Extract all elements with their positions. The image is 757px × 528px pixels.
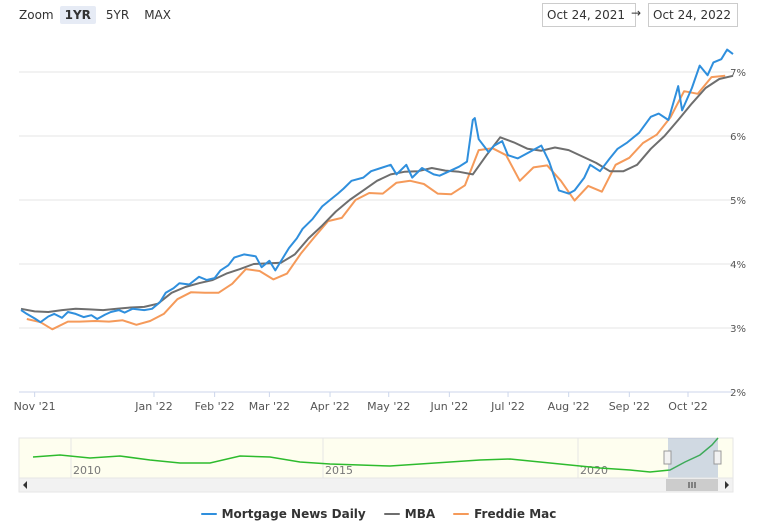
x-tick-label: Aug '22 xyxy=(548,400,590,413)
navigator-scrollbar[interactable] xyxy=(18,477,734,493)
zoom-label: Zoom xyxy=(19,8,54,22)
range-to-input[interactable]: Oct 24, 2022 xyxy=(648,3,738,27)
y-tick-label: 7% xyxy=(730,68,746,79)
legend-item-freddie[interactable]: Freddie Mac xyxy=(453,507,556,521)
range-arrow: → xyxy=(631,6,642,20)
chart-grid xyxy=(19,71,733,393)
x-tick-label: Oct '22 xyxy=(668,400,708,413)
x-tick-label: Jan '22 xyxy=(134,400,172,413)
y-axis-ticks: 2% 3% 4% 5% 6% 7% xyxy=(730,68,746,399)
navigator[interactable]: 2010 2015 2020 xyxy=(18,437,734,493)
scroll-left-icon[interactable] xyxy=(23,481,27,489)
x-axis-ticks: Nov '21 Jan '22 Feb '22 Mar '22 Apr '22 May '… xyxy=(14,392,708,413)
legend-item-mnd[interactable]: Mortgage News Daily xyxy=(200,507,366,521)
x-tick-label: Apr '22 xyxy=(310,400,350,413)
scroll-right-icon[interactable] xyxy=(725,481,729,489)
zoom-max-button[interactable]: MAX xyxy=(144,8,171,22)
legend-label-mnd: Mortgage News Daily xyxy=(221,507,366,521)
navigator-year-label: 2010 xyxy=(73,464,101,477)
x-tick-label: Feb '22 xyxy=(195,400,235,413)
chart-series xyxy=(20,48,734,331)
x-tick-label: Jun '22 xyxy=(429,400,468,413)
navigator-background xyxy=(18,437,734,479)
series-line-mba xyxy=(20,74,734,313)
x-tick-label: Sep '22 xyxy=(609,400,650,413)
y-tick-label: 5% xyxy=(730,196,746,207)
legend-swatch-mba xyxy=(383,513,400,515)
series-line-freddie-mac xyxy=(26,74,726,331)
navigator-series-line xyxy=(32,437,719,473)
navigator-selection[interactable] xyxy=(668,438,718,478)
x-tick-label: Jul '22 xyxy=(490,400,525,413)
zoom-1yr-button[interactable]: 1YR xyxy=(59,6,96,24)
y-tick-label: 6% xyxy=(730,132,746,143)
legend-swatch-mnd xyxy=(200,513,217,515)
navigator-left-handle[interactable] xyxy=(663,450,672,465)
legend-item-mba[interactable]: MBA xyxy=(383,507,436,521)
series-line-mortgage-news-daily xyxy=(20,48,734,324)
navigator-year-label: 2015 xyxy=(325,464,353,477)
zoom-bar: Zoom 1YR 5YR MAX xyxy=(19,5,181,25)
legend-swatch-freddie xyxy=(453,513,470,515)
legend-label-mba: MBA xyxy=(404,507,436,521)
x-tick-label: May '22 xyxy=(367,400,410,413)
x-tick-label: Mar '22 xyxy=(249,400,290,413)
navigator-right-handle[interactable] xyxy=(713,450,722,465)
y-tick-label: 2% xyxy=(730,388,746,399)
zoom-5yr-button[interactable]: 5YR xyxy=(105,8,130,22)
legend-label-freddie: Freddie Mac xyxy=(474,507,557,521)
legend: Mortgage News Daily MBA Freddie Mac xyxy=(0,507,757,521)
y-tick-label: 4% xyxy=(730,260,746,271)
range-from-input[interactable]: Oct 24, 2021 xyxy=(542,3,636,27)
y-tick-label: 3% xyxy=(730,324,746,335)
x-tick-label: Nov '21 xyxy=(14,400,56,413)
